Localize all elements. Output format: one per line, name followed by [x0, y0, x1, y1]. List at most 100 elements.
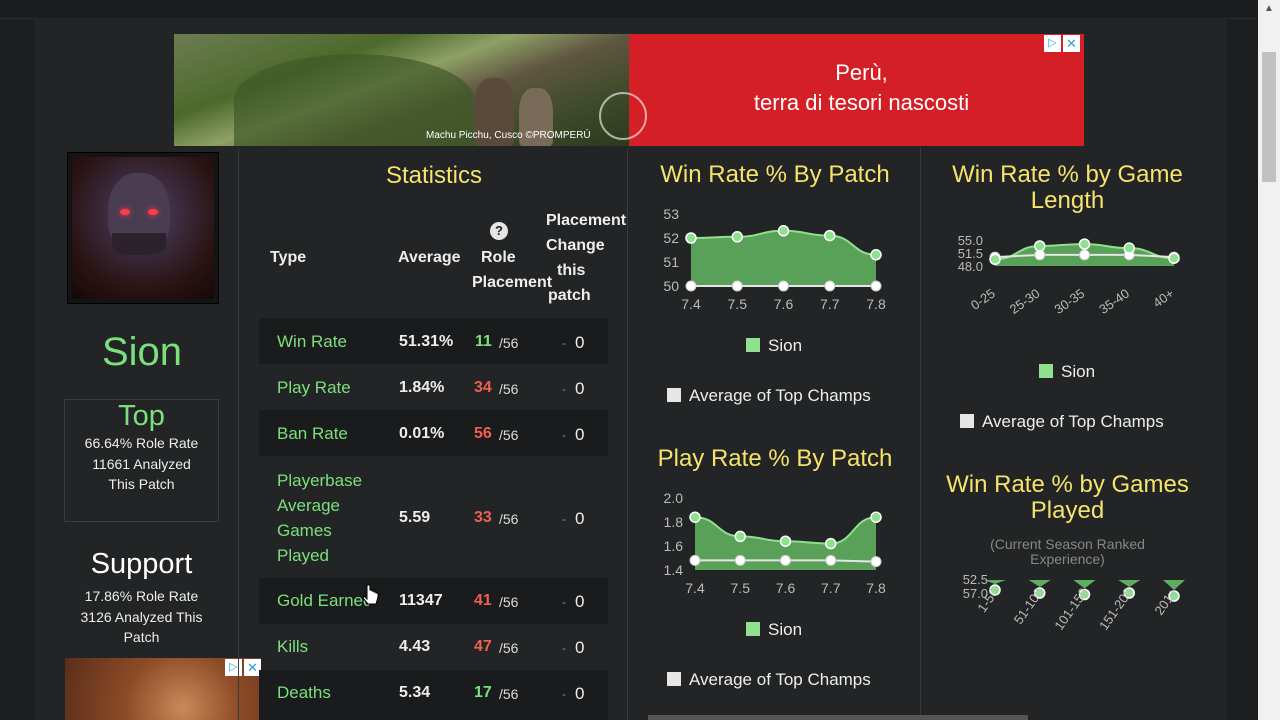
side-advertisement[interactable]: ▷ ✕ — [65, 658, 261, 720]
x-tick-label: 7.4 — [681, 296, 701, 312]
chart-title-winrate-games: Win Rate % by Games Played — [946, 471, 1189, 524]
data-point-average — [1079, 249, 1090, 261]
header-change-4: patch — [548, 287, 591, 304]
row-rank: 11 — [475, 333, 492, 350]
y-tick-label: 48.0 — [958, 259, 983, 274]
column-divider — [627, 148, 628, 720]
help-icon[interactable]: ? — [490, 222, 508, 240]
row-label-line: Games — [277, 521, 332, 540]
data-point-sion — [870, 249, 882, 261]
legend-swatch-average[interactable] — [960, 414, 974, 428]
data-point-average — [731, 280, 743, 292]
secondary-role-patch: Patch — [123, 629, 160, 645]
row-average: 5.59 — [399, 509, 431, 526]
row-average: 51.31% — [399, 333, 454, 350]
header-role: Role — [481, 249, 516, 266]
y-tick-label: 1.4 — [664, 562, 684, 578]
row-label: Win Rate — [277, 332, 347, 351]
row-rank-total: /56 — [499, 381, 519, 397]
x-tick-label: 7.5 — [728, 296, 748, 312]
table-row — [259, 578, 608, 624]
row-label: Play Rate — [277, 378, 351, 397]
series-area-sion — [1118, 580, 1141, 587]
data-point-sion — [1078, 588, 1091, 601]
row-rank: 17 — [474, 684, 492, 701]
chart-title-playrate-patch: Play Rate % By Patch — [657, 445, 893, 472]
adchoices-icon[interactable]: ▷ — [225, 659, 242, 676]
row-rank: 47 — [474, 638, 492, 655]
data-point-sion — [870, 511, 882, 523]
data-point-sion — [734, 530, 746, 543]
table-row — [259, 410, 608, 456]
legend-sion[interactable]: Sion — [1061, 362, 1096, 381]
row-label: Kills — [277, 637, 309, 656]
legend-sion[interactable]: Sion — [768, 620, 803, 639]
y-tick-label: 51.5 — [958, 246, 983, 261]
row-change: 0 — [575, 592, 585, 611]
x-tick-label: 101-150 — [1051, 585, 1091, 633]
legend-average[interactable]: Average of Top Champs — [689, 386, 871, 405]
legend-average[interactable]: Average of Top Champs — [982, 412, 1164, 431]
ad-caption: Machu Picchu, Cusco ©PROMPERÚ — [426, 130, 591, 141]
data-point-average — [778, 280, 789, 292]
ad-headline-line-1: Perù, — [835, 60, 888, 85]
row-change: 0 — [575, 684, 585, 703]
row-average: 5.34 — [399, 684, 431, 701]
data-point-average — [780, 554, 791, 566]
y-tick-label: 50 — [663, 278, 679, 294]
close-icon[interactable]: ✕ — [1063, 35, 1080, 52]
x-tick-label: 7.7 — [820, 296, 840, 312]
primary-role-title: Top — [118, 400, 165, 432]
column-divider — [238, 148, 239, 720]
row-average: 4.43 — [399, 638, 431, 655]
x-tick-label: 25-30 — [1007, 286, 1043, 317]
legend-swatch-sion[interactable] — [746, 622, 760, 636]
x-tick-label: 0-25 — [968, 286, 998, 313]
ad-headline-line-2: terra di tesori nascosti — [753, 90, 970, 115]
data-point-sion — [731, 231, 743, 243]
legend-swatch-sion[interactable] — [1039, 364, 1053, 378]
series-area-sion — [691, 230, 876, 286]
row-change: 0 — [575, 425, 585, 444]
ad-llama-shape — [474, 78, 514, 146]
scrollbar-thumb[interactable] — [1262, 52, 1276, 182]
legend-swatch-sion[interactable] — [746, 338, 760, 352]
y-tick-label: 55.0 — [958, 233, 983, 248]
portrait-jaw — [112, 233, 166, 255]
series-area-sion — [1028, 580, 1051, 587]
legend-swatch-average[interactable] — [667, 672, 681, 686]
row-change-dash: - — [562, 336, 566, 350]
row-change-dash: - — [562, 512, 566, 526]
row-label: Deaths — [277, 683, 331, 702]
portrait-eye — [120, 209, 130, 215]
top-advertisement[interactable]: Machu Picchu, Cusco ©PROMPERÚ Perù, terr… — [174, 34, 1084, 146]
data-point-sion — [1168, 252, 1180, 264]
chart-subtitle-winrate-games: (Current Season Ranked Experience) — [990, 536, 1145, 567]
ad-llama-shape — [519, 88, 553, 146]
row-change-dash: - — [562, 687, 566, 701]
primary-role-rate: 66.64% Role Rate — [84, 435, 199, 451]
close-icon[interactable]: ✕ — [244, 659, 261, 676]
row-label-line: Played — [277, 546, 329, 565]
data-point-sion — [989, 253, 1001, 266]
adchoices-icon[interactable]: ▷ — [1044, 35, 1061, 52]
x-tick-label: 40+ — [1150, 286, 1177, 311]
data-point-average — [685, 280, 697, 292]
row-change: 0 — [575, 379, 585, 398]
chart-playrate-patch: 2.0 1.8 1.6 1.47.4 7.5 7.6 7.7 7.8 — [664, 490, 886, 596]
series-area-sion — [1073, 580, 1096, 589]
data-point-sion — [1123, 587, 1135, 599]
secondary-role-analyzed: 3126 Analyzed This — [80, 608, 203, 625]
data-point-sion — [689, 511, 701, 523]
x-tick-label: 35-40 — [1096, 286, 1132, 317]
champion-name: Sion — [101, 330, 183, 374]
scroll-up-arrow-icon[interactable]: ▲ — [1264, 3, 1274, 14]
x-tick-label: 7.6 — [774, 296, 794, 312]
legend-sion[interactable]: Sion — [768, 336, 803, 355]
row-rank-total: /56 — [499, 594, 519, 610]
x-tick-label: 7.4 — [685, 580, 705, 596]
row-rank-total: /56 — [499, 335, 519, 351]
legend-swatch-average[interactable] — [667, 388, 681, 402]
series-area-sion — [1163, 580, 1185, 590]
legend-average[interactable]: Average of Top Champs — [689, 670, 871, 689]
